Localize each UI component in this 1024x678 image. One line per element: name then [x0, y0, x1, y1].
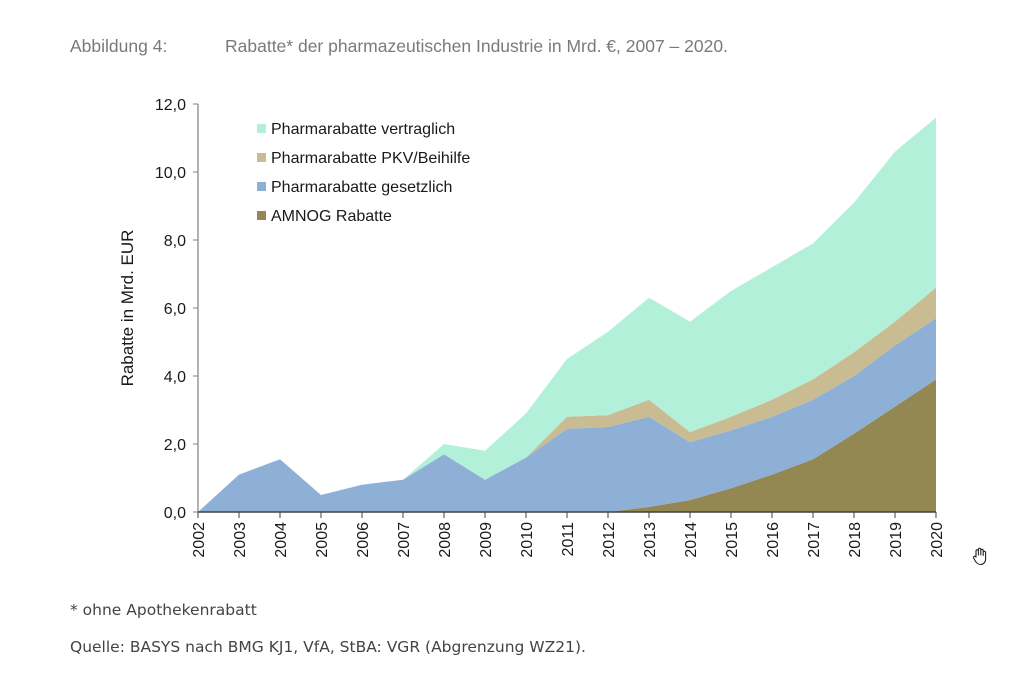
area-amnog-rabatte	[198, 379, 936, 512]
legend-item-pharmarabatte-gesetzlich: Pharmarabatte gesetzlich	[257, 179, 452, 196]
legend-label: Pharmarabatte gesetzlich	[271, 179, 452, 196]
x-tick-label: 2008	[437, 522, 454, 558]
y-axis-title: Rabatte in Mrd. EUR	[118, 230, 137, 387]
x-tick-label: 2012	[601, 522, 618, 558]
area-pharmarabatte-vertraglich	[198, 117, 936, 512]
x-tick-label: 2006	[355, 522, 372, 558]
x-tick-label: 2010	[519, 522, 536, 558]
y-tick-label: 8,0	[164, 233, 186, 250]
x-tick-label: 2018	[847, 522, 864, 558]
legend-item-amnog-rabatte: AMNOG Rabatte	[257, 208, 392, 225]
y-tick-label: 12,0	[155, 97, 186, 114]
x-tick-label: 2015	[724, 522, 741, 558]
area-pharmarabatte-pkv-beihilfe	[198, 287, 936, 512]
x-tick-label: 2020	[929, 522, 946, 558]
y-tick-label: 0,0	[164, 505, 186, 522]
y-tick-label: 4,0	[164, 369, 186, 386]
x-tick-label: 2007	[396, 522, 413, 558]
legend-label: Pharmarabatte PKV/Beihilfe	[271, 150, 470, 167]
legend-label: AMNOG Rabatte	[271, 208, 392, 225]
x-tick-label: 2014	[683, 522, 700, 558]
source-note: Quelle: BASYS nach BMG KJ1, VfA, StBA: V…	[70, 638, 586, 656]
y-tick-label: 6,0	[164, 301, 186, 318]
figure-number: Abbildung 4:	[70, 36, 168, 56]
figure-caption: Abbildung 4: Rabatte* der pharmazeutische…	[70, 36, 728, 57]
legend-item-pharmarabatte-pkv-beihilfe: Pharmarabatte PKV/Beihilfe	[257, 150, 470, 167]
hand-cursor-icon	[972, 547, 987, 566]
y-tick-label: 10,0	[155, 165, 186, 182]
axes: 0,0 2,0 4,0 6,0 8,0 10,0 12,0 2002 2003 2004 2005 2…	[155, 97, 946, 558]
y-tick-label: 2,0	[164, 437, 186, 454]
x-tick-label: 2004	[273, 522, 290, 558]
x-tick-label: 2005	[314, 522, 331, 558]
figure-title: Rabatte* der pharmazeutischen Industrie …	[225, 36, 728, 56]
x-tick-label: 2003	[232, 522, 249, 558]
legend-label: Pharmarabatte vertraglich	[271, 121, 455, 138]
legend-item-pharmarabatte-vertraglich: Pharmarabatte vertraglich	[257, 121, 455, 138]
area-layers	[198, 117, 936, 512]
x-tick-label: 2019	[888, 522, 905, 558]
legend: Pharmarabatte vertraglich Pharmarabatte P…	[257, 121, 470, 225]
x-tick-label: 2017	[806, 522, 823, 558]
legend-swatch	[257, 124, 266, 133]
legend-swatch	[257, 182, 266, 191]
area-pharmarabatte-gesetzlich	[198, 318, 936, 512]
legend-swatch	[257, 211, 266, 220]
legend-swatch	[257, 153, 266, 162]
x-tick-label: 2016	[765, 522, 782, 558]
x-tick-label: 2002	[191, 522, 208, 558]
x-tick-label: 2011	[560, 522, 577, 557]
x-tick-label: 2013	[642, 522, 659, 558]
footnote: * ohne Apothekenrabatt	[70, 601, 257, 619]
x-tick-label: 2009	[478, 522, 495, 558]
